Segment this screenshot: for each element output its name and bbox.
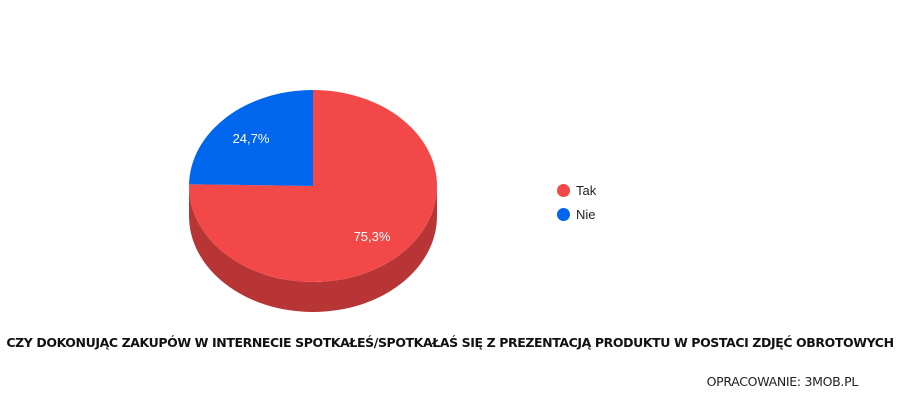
- pie-side-wall: [189, 186, 437, 312]
- pie-data-label: 24,7%: [233, 131, 270, 146]
- legend-label: Tak: [576, 182, 597, 198]
- chart-title: CZY DOKONUJĄC ZAKUPÓW W INTERNECIE SPOTK…: [6, 335, 894, 350]
- legend-swatch-icon: [557, 207, 570, 221]
- pie-slice-nie[interactable]: [189, 90, 313, 186]
- source-credit: OPRACOWANIE: 3MOB.PL: [706, 374, 859, 389]
- pie-chart: 75,3% 24,7%: [189, 90, 437, 312]
- pie-data-label: 75,3%: [354, 229, 391, 244]
- legend-swatch-icon: [557, 183, 570, 197]
- legend-label: Nie: [576, 206, 596, 222]
- legend: Tak Nie: [557, 178, 596, 226]
- pie-slices: [189, 90, 437, 282]
- legend-item-tak[interactable]: Tak: [557, 178, 596, 202]
- legend-item-nie[interactable]: Nie: [557, 202, 596, 226]
- pie-data-labels: 75,3% 24,7%: [233, 131, 391, 244]
- pie-side-segment: [189, 186, 437, 312]
